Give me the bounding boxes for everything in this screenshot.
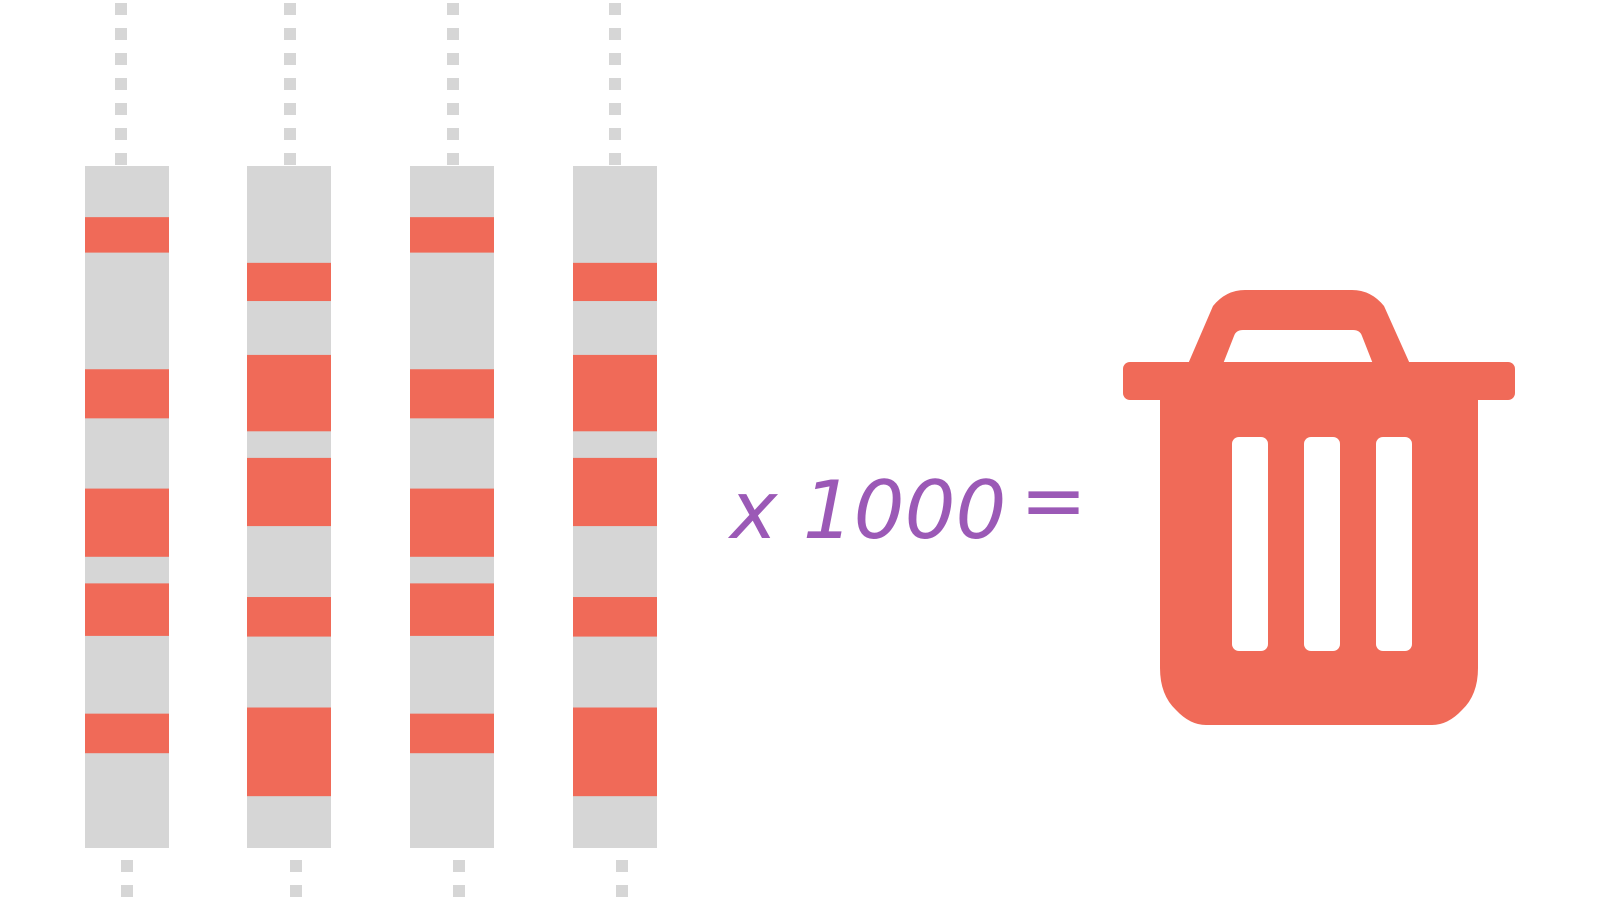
equals-sign: = [1020, 454, 1087, 547]
dash-mark [609, 128, 621, 140]
highlight-band [247, 354, 331, 432]
dash-mark [284, 28, 296, 40]
trash-bin-icon [1123, 290, 1515, 725]
dash-mark [616, 860, 628, 872]
dash-mark [447, 53, 459, 65]
highlight-band [573, 457, 657, 527]
trash-bin-lid [1123, 362, 1515, 400]
highlight-band [85, 217, 169, 253]
dash-mark [115, 78, 127, 90]
dash-mark [284, 128, 296, 140]
dash-mark [609, 78, 621, 90]
highlight-band [573, 262, 657, 302]
dash-mark [115, 53, 127, 65]
highlight-band [410, 488, 494, 557]
dash-mark [453, 860, 465, 872]
dash-mark [115, 103, 127, 115]
dash-mark [284, 103, 296, 115]
dash-mark [284, 53, 296, 65]
dash-mark [609, 3, 621, 15]
trash-bin-handle [1188, 290, 1410, 364]
dash-mark [447, 28, 459, 40]
dash-mark [121, 860, 133, 872]
highlight-band [410, 369, 494, 419]
dash-mark [616, 885, 628, 897]
highlight-band [573, 707, 657, 797]
dash-mark [290, 885, 302, 897]
dash-mark [447, 103, 459, 115]
strip-4 [573, 3, 657, 897]
dash-mark [447, 153, 459, 165]
dash-mark [115, 128, 127, 140]
highlight-band [247, 597, 331, 637]
highlight-band [247, 707, 331, 797]
dash-mark [284, 3, 296, 15]
highlight-band [247, 262, 331, 302]
dash-mark [609, 103, 621, 115]
strip-1 [85, 3, 169, 897]
dash-mark [115, 153, 127, 165]
dash-mark [447, 128, 459, 140]
highlight-band [410, 217, 494, 253]
dash-mark [115, 28, 127, 40]
dash-mark [115, 3, 127, 15]
dash-mark [609, 153, 621, 165]
dash-mark [609, 53, 621, 65]
highlight-band [573, 597, 657, 637]
strip-3 [410, 3, 494, 897]
highlight-band [410, 583, 494, 636]
trash-bin-slot [1232, 437, 1268, 651]
dash-mark [121, 885, 133, 897]
trash-bin-slot [1304, 437, 1340, 651]
highlight-band [85, 488, 169, 557]
highlight-band [573, 354, 657, 432]
strips-group [85, 3, 657, 897]
dash-mark [447, 78, 459, 90]
dash-mark [284, 153, 296, 165]
dash-mark [284, 78, 296, 90]
highlight-band [247, 457, 331, 527]
highlight-band [85, 713, 169, 754]
dash-mark [290, 860, 302, 872]
highlight-band [85, 583, 169, 636]
multiplier-text: x 1000 [727, 464, 1006, 557]
dash-mark [447, 3, 459, 15]
highlight-band [85, 369, 169, 419]
dash-mark [609, 28, 621, 40]
dash-mark [453, 885, 465, 897]
trash-bin-slot [1376, 437, 1412, 651]
highlight-band [410, 713, 494, 754]
strip-2 [247, 3, 331, 897]
